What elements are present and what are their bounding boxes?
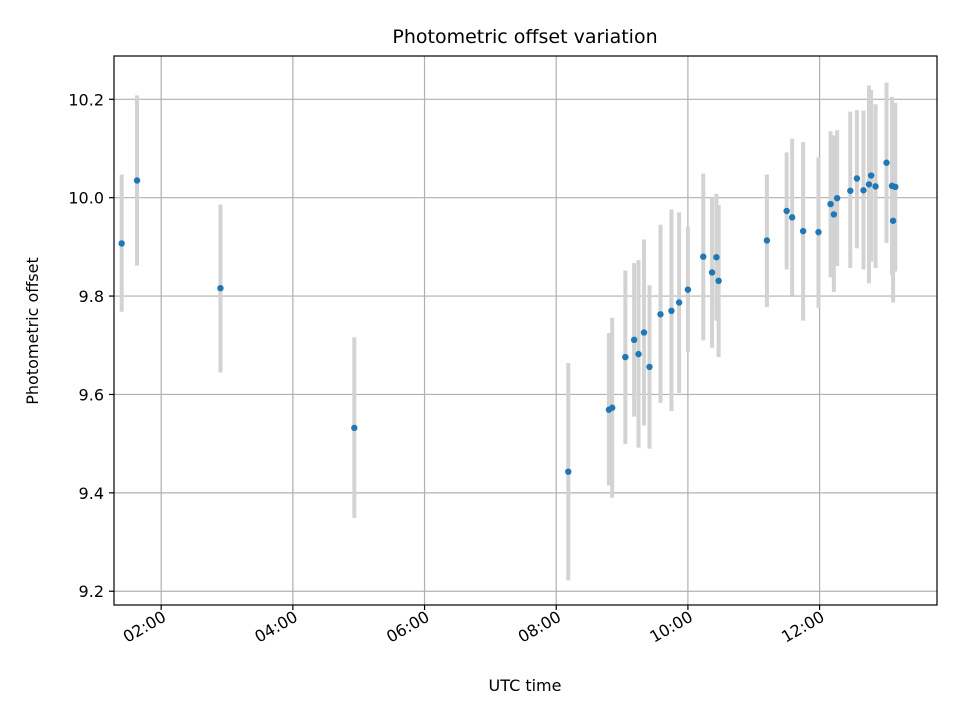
- data-point: [827, 200, 834, 208]
- data-point: [217, 284, 224, 292]
- data-point: [815, 228, 822, 236]
- data-point: [700, 253, 707, 260]
- data-point: [763, 237, 771, 244]
- data-point: [853, 175, 861, 182]
- data-point: [799, 227, 807, 235]
- data-point: [630, 336, 638, 344]
- data-point: [118, 240, 125, 247]
- data-point: [622, 353, 629, 361]
- data-point: [646, 363, 653, 371]
- data-points: [118, 159, 899, 475]
- data-point: [860, 187, 867, 194]
- y-axis-label: Photometric offset: [23, 257, 42, 405]
- y-tick-label: 9.6: [79, 385, 104, 404]
- plot-area: [114, 56, 937, 605]
- data-point: [657, 311, 664, 318]
- data-point: [133, 177, 141, 184]
- y-tick-label: 10.0: [68, 189, 104, 208]
- data-point: [675, 299, 683, 306]
- data-point: [883, 159, 890, 166]
- data-point: [351, 424, 358, 432]
- plot-frame: [113, 55, 938, 606]
- data-point: [788, 214, 796, 221]
- data-point: [865, 181, 873, 188]
- data-point: [830, 211, 838, 218]
- y-tick-label: 10.2: [68, 90, 104, 109]
- data-point: [684, 286, 692, 293]
- data-point: [565, 468, 572, 475]
- data-point: [847, 187, 854, 194]
- data-point: [708, 269, 716, 276]
- x-axis-label: UTC time: [489, 676, 562, 695]
- data-point: [715, 277, 722, 285]
- y-tick-label: 9.4: [79, 484, 104, 503]
- data-point: [668, 307, 675, 315]
- data-point: [892, 183, 899, 191]
- data-point: [608, 404, 616, 411]
- data-point: [872, 183, 879, 190]
- grid-lines: [114, 56, 937, 605]
- y-axis-ticks: 9.2 9.4 9.6 9.8 10.0 10.2: [68, 90, 114, 601]
- data-point: [640, 329, 648, 336]
- data-point: [783, 207, 790, 215]
- data-point: [635, 350, 642, 358]
- data-point: [713, 254, 720, 261]
- data-point: [833, 194, 841, 202]
- y-tick-label: 9.2: [79, 582, 104, 601]
- data-point: [867, 172, 875, 179]
- data-point: [889, 217, 897, 224]
- chart-title: Photometric offset variation: [392, 26, 657, 48]
- y-tick-label: 9.8: [79, 287, 104, 306]
